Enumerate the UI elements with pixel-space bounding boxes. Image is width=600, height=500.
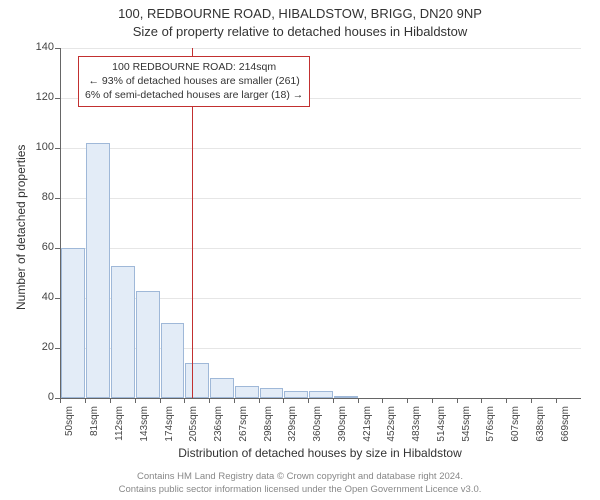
x-tick xyxy=(110,398,111,403)
histogram-bar xyxy=(111,266,135,399)
footer-line1: Contains HM Land Registry data © Crown c… xyxy=(0,471,600,483)
grid-line xyxy=(61,198,581,199)
y-tick xyxy=(55,98,60,99)
x-tick xyxy=(135,398,136,403)
footer-line2: Contains public sector information licen… xyxy=(0,484,600,496)
y-tick-label: 40 xyxy=(24,291,54,303)
y-tick-label: 80 xyxy=(24,191,54,203)
histogram-bar xyxy=(260,388,284,398)
x-tick xyxy=(184,398,185,403)
x-tick xyxy=(556,398,557,403)
x-tick xyxy=(234,398,235,403)
x-tick xyxy=(531,398,532,403)
y-tick-label: 140 xyxy=(24,41,54,53)
y-tick-label: 60 xyxy=(24,241,54,253)
footer-attribution: Contains HM Land Registry data © Crown c… xyxy=(0,471,600,496)
histogram-bar xyxy=(86,143,110,398)
y-tick-label: 120 xyxy=(24,91,54,103)
y-tick xyxy=(55,248,60,249)
y-tick-label: 20 xyxy=(24,341,54,353)
chart-title-address: 100, REDBOURNE ROAD, HIBALDSTOW, BRIGG, … xyxy=(0,6,600,21)
x-tick xyxy=(209,398,210,403)
grid-line xyxy=(61,148,581,149)
annotation-line2: ← 93% of detached houses are smaller (26… xyxy=(85,74,303,88)
x-tick xyxy=(333,398,334,403)
grid-line xyxy=(61,248,581,249)
x-tick xyxy=(358,398,359,403)
x-tick xyxy=(160,398,161,403)
y-tick xyxy=(55,348,60,349)
annotation-line1: 100 REDBOURNE ROAD: 214sqm xyxy=(85,60,303,74)
x-tick xyxy=(85,398,86,403)
y-tick xyxy=(55,298,60,299)
y-tick xyxy=(55,148,60,149)
grid-line xyxy=(61,48,581,49)
histogram-bar xyxy=(210,378,234,398)
histogram-bar xyxy=(309,391,333,399)
x-tick xyxy=(481,398,482,403)
y-tick xyxy=(55,48,60,49)
x-tick xyxy=(259,398,260,403)
y-tick xyxy=(55,398,60,399)
y-tick-label: 0 xyxy=(24,391,54,403)
x-tick xyxy=(308,398,309,403)
y-tick xyxy=(55,198,60,199)
histogram-bar xyxy=(185,363,209,398)
histogram-bar xyxy=(235,386,259,399)
annotation-line3: 6% of semi-detached houses are larger (1… xyxy=(85,88,303,102)
x-tick xyxy=(457,398,458,403)
y-tick-label: 100 xyxy=(24,141,54,153)
x-axis-title: Distribution of detached houses by size … xyxy=(60,446,580,460)
x-tick xyxy=(432,398,433,403)
x-tick xyxy=(407,398,408,403)
histogram-bar xyxy=(161,323,185,398)
histogram-bar xyxy=(61,248,85,398)
chart-title-description: Size of property relative to detached ho… xyxy=(0,24,600,39)
x-tick xyxy=(60,398,61,403)
y-axis-title: Number of detached properties xyxy=(14,145,28,310)
histogram-bar xyxy=(284,391,308,399)
histogram-bar xyxy=(136,291,160,399)
annotation-box: 100 REDBOURNE ROAD: 214sqm ← 93% of deta… xyxy=(78,56,310,107)
x-tick xyxy=(506,398,507,403)
x-tick xyxy=(283,398,284,403)
histogram-bar xyxy=(334,396,358,399)
x-tick xyxy=(382,398,383,403)
